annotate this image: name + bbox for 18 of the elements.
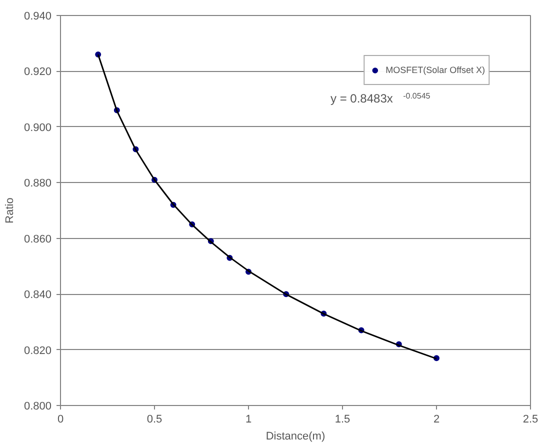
- y-tick-label: 0.880: [24, 178, 52, 190]
- x-tick-label: 2: [433, 414, 440, 426]
- y-tick-label: 0.900: [24, 122, 52, 134]
- annotation: y = 0.8483x-0.0545: [330, 92, 431, 106]
- x-tick-label: 0: [57, 414, 64, 426]
- x-axis-title: Distance(m): [266, 430, 326, 442]
- y-tick-label: 0.820: [24, 344, 52, 357]
- y-tick-label: 0.840: [24, 289, 52, 302]
- y-axis-title: Ratio: [4, 198, 16, 224]
- y-tick-label: 0.860: [24, 233, 52, 246]
- y-tick-label: 0.940: [24, 10, 52, 22]
- x-tick-label: 1: [245, 414, 252, 426]
- legend-label: MOSFET(Solar Offset X): [386, 65, 485, 75]
- y-tick-label: 0.920: [24, 66, 52, 78]
- x-tick-label: 1.5: [334, 414, 350, 426]
- x-tick-label: 2.5: [522, 414, 538, 426]
- x-tick-label: 0.5: [146, 414, 162, 426]
- y-tick-label: 0.800: [24, 400, 52, 412]
